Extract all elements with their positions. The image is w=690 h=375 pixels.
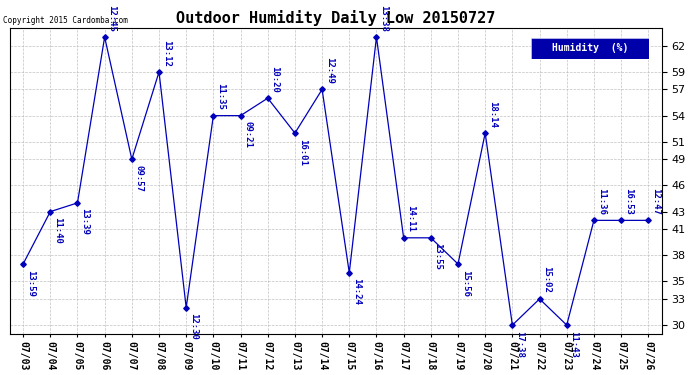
Title: Outdoor Humidity Daily Low 20150727: Outdoor Humidity Daily Low 20150727 [176, 10, 495, 26]
Text: Copyright 2015 Cardomba.com: Copyright 2015 Cardomba.com [3, 16, 128, 25]
Text: 18:14: 18:14 [488, 100, 497, 128]
Text: 12:49: 12:49 [325, 57, 334, 84]
Text: 13:55: 13:55 [433, 243, 442, 270]
Text: 12:47: 12:47 [651, 188, 660, 215]
Text: 09:57: 09:57 [135, 165, 144, 192]
Text: 12:30: 12:30 [189, 313, 198, 340]
Text: 13:39: 13:39 [80, 209, 89, 236]
Text: 15:02: 15:02 [542, 267, 551, 293]
Text: 11:43: 11:43 [569, 331, 578, 357]
Text: 17:38: 17:38 [515, 331, 524, 357]
Text: 16:01: 16:01 [297, 139, 306, 165]
Text: 11:35: 11:35 [216, 83, 225, 110]
Text: 14:11: 14:11 [406, 206, 415, 232]
Text: 11:36: 11:36 [597, 188, 606, 215]
Text: 13:59: 13:59 [26, 270, 35, 296]
Text: 10:20: 10:20 [270, 66, 279, 93]
Text: 15:56: 15:56 [461, 270, 470, 296]
Text: 12:45: 12:45 [108, 4, 117, 32]
Text: 13:38: 13:38 [380, 4, 388, 32]
Text: 13:12: 13:12 [161, 39, 171, 66]
Text: 11:40: 11:40 [53, 217, 62, 244]
Text: 09:21: 09:21 [244, 121, 253, 148]
Text: 16:53: 16:53 [624, 188, 633, 215]
Text: 14:24: 14:24 [352, 278, 361, 305]
